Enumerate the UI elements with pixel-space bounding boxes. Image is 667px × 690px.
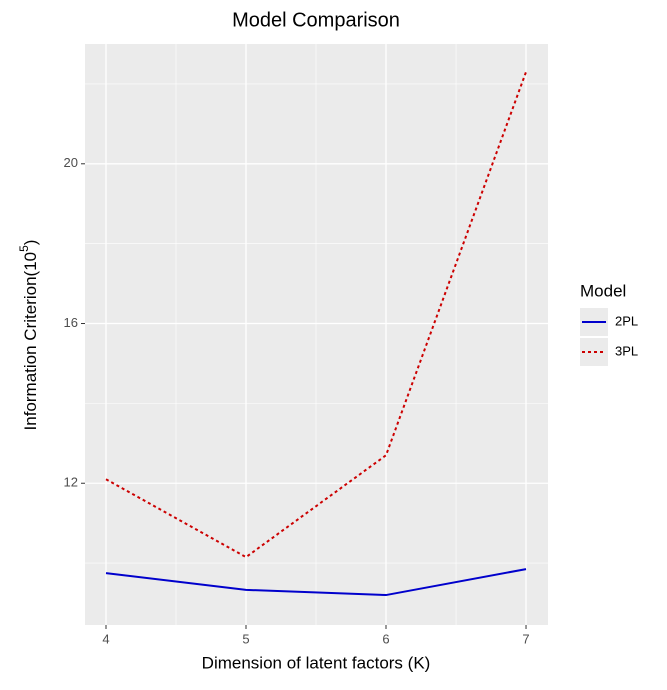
y-label-main: Information Criterion(10 (21, 252, 40, 431)
y-axis-label: Information Criterion(105) (17, 240, 40, 431)
x-tick-label: 4 (102, 631, 109, 646)
legend-label: 3PL (615, 343, 638, 358)
y-tick-label: 20 (64, 155, 78, 170)
chart-title: Model Comparison (232, 9, 400, 31)
y-label-end: ) (21, 240, 40, 246)
y-tick-label: 16 (64, 315, 78, 330)
y-label-sup: 5 (17, 245, 31, 252)
x-tick-label: 7 (522, 631, 529, 646)
y-tick-label: 12 (64, 475, 78, 490)
x-tick-label: 5 (242, 631, 249, 646)
series-line (105, 568, 527, 597)
panel (85, 44, 548, 625)
x-tick-label: 6 (382, 631, 389, 646)
x-axis-label: Dimension of latent factors (K) (202, 653, 431, 672)
legend-title: Model (580, 281, 626, 300)
series-line (105, 71, 527, 559)
legend-label: 2PL (615, 313, 638, 328)
